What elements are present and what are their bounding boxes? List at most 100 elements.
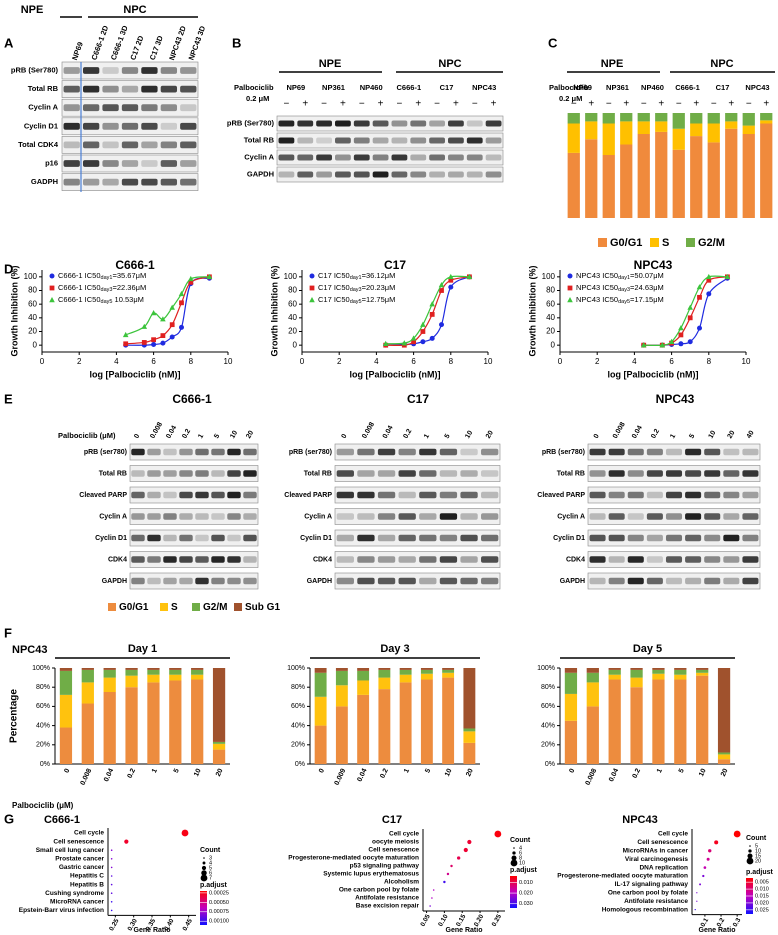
dot: [110, 883, 113, 886]
blot-band: [278, 171, 295, 178]
blot-band: [608, 470, 625, 477]
blot-band: [211, 577, 225, 585]
blot-band: [160, 160, 178, 167]
lane-label: 0: [593, 433, 601, 440]
blot-strip: [129, 572, 259, 590]
x-tick-label: 0.2: [716, 917, 727, 929]
blot-band: [63, 67, 80, 74]
condition-label: −: [396, 99, 402, 110]
blot-band: [357, 491, 375, 499]
legend-text-part: NPC43 IC50: [576, 283, 618, 292]
blot-band: [141, 160, 158, 167]
bar-segment: [674, 674, 687, 680]
blot-band: [243, 577, 257, 585]
x-tick-label: 10: [444, 768, 454, 778]
bar-segment: [147, 674, 160, 683]
legend-dot: [748, 849, 752, 853]
x-tick-label: 0.10: [437, 913, 450, 928]
blot-band: [353, 154, 370, 161]
blot-band: [195, 534, 209, 542]
legend-label: NPC43 IC50day1=50.07μM: [576, 271, 664, 281]
blot-band: [180, 122, 197, 130]
lane-label: C17 3D: [148, 34, 165, 62]
blot-strip: [129, 551, 259, 568]
blot-band: [102, 178, 119, 186]
marker: [429, 335, 435, 341]
bar-segment: [169, 680, 182, 764]
blot-title: NPC43: [656, 392, 695, 406]
dot: [443, 880, 446, 884]
blot-band: [608, 491, 625, 499]
marker: [160, 340, 166, 346]
bar-segment: [335, 706, 348, 764]
blot-band: [335, 137, 351, 144]
bar-segment: [103, 668, 116, 670]
blot-band: [665, 577, 683, 585]
bar-segment: [674, 679, 687, 764]
blot-band: [723, 470, 740, 477]
blot-band: [180, 141, 197, 149]
term-label: Antifolate resistance: [355, 895, 419, 902]
bar-segment: [564, 693, 578, 721]
marker: [696, 284, 703, 290]
marker: [151, 337, 156, 343]
blot-band: [357, 556, 375, 563]
term-label: Hepatitis C: [70, 873, 104, 880]
row-label: Total RB: [304, 470, 332, 477]
marker: [567, 273, 573, 279]
lane-label: NPC43 2D: [167, 24, 188, 61]
legend-title: Count: [200, 847, 221, 854]
bar-segment: [81, 703, 94, 764]
dot: [110, 909, 113, 912]
y-tick-label: 40: [546, 313, 555, 322]
dot: [703, 866, 707, 869]
y-tick-label: 0%: [40, 761, 50, 768]
bar-segment: [357, 668, 370, 671]
term-label: Base excision repair: [356, 903, 420, 910]
lane-label: 1: [423, 433, 431, 440]
label: Palbociclib: [234, 83, 274, 92]
legend-label: 4: [209, 860, 212, 866]
label: NPE: [21, 4, 44, 16]
legend-swatch: [160, 603, 168, 611]
row-label: Total CDK4: [18, 140, 59, 149]
blot-band: [180, 104, 197, 112]
marker: [150, 310, 157, 316]
blot-band: [160, 178, 178, 186]
blot-band: [685, 577, 702, 585]
term-label: Progesterone-mediated oocyte maturation: [557, 873, 688, 880]
blot-band: [297, 171, 314, 178]
row-label: Cyclin D1: [95, 535, 127, 542]
blot-band: [391, 137, 408, 144]
blot-band: [211, 470, 225, 477]
marker: [160, 316, 166, 322]
blot-band: [723, 448, 740, 456]
bar-segment: [696, 668, 709, 670]
row-label: Cyclin A: [244, 152, 274, 161]
blot-band: [195, 556, 209, 563]
legend-label: 3: [209, 855, 212, 861]
lane-label: NP69: [286, 83, 305, 92]
bar-segment: [147, 668, 160, 670]
legend-dot: [513, 847, 515, 849]
marker: [169, 304, 175, 310]
bar-segment: [191, 679, 204, 764]
condition-label: −: [434, 99, 440, 110]
marker: [49, 273, 55, 279]
blot-band: [429, 120, 445, 127]
y-tick-label: 80: [28, 286, 37, 295]
x-tick-label: 0.2: [632, 768, 643, 780]
y-tick-label: 60%: [36, 703, 50, 710]
x-tick-label: 1: [403, 768, 411, 775]
blot-band: [316, 137, 332, 144]
bar-segment: [760, 120, 773, 124]
y-tick-label: 60: [28, 299, 37, 308]
marker: [438, 282, 445, 288]
legend-text-part: C17 IC50: [318, 295, 350, 304]
bar-segment: [564, 672, 578, 694]
colorbar-label: 0.010: [755, 887, 769, 893]
lane-label: NP361: [322, 83, 345, 92]
blot-band: [336, 470, 354, 477]
row-label: GAPDH: [247, 169, 274, 178]
row-label: Cyclin A: [557, 513, 585, 520]
